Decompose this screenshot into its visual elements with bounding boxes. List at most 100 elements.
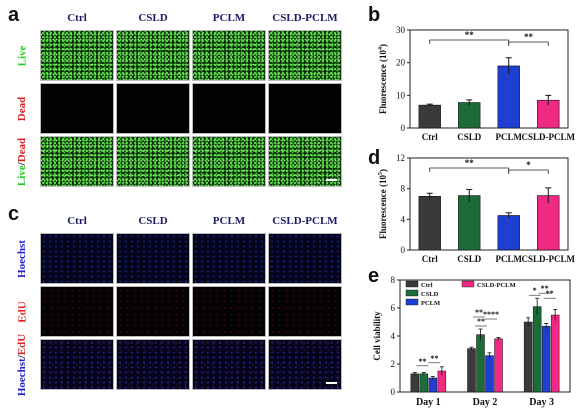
edu-row-label: Hoechst bbox=[16, 240, 28, 278]
edu-row-label: Hoechst/EdU bbox=[16, 333, 28, 395]
edu-row-label: EdU bbox=[16, 301, 28, 322]
bar bbox=[537, 195, 560, 251]
legend-label: CSLD-PCLM bbox=[477, 282, 516, 289]
edu-micrograph bbox=[192, 339, 266, 390]
bar bbox=[410, 373, 420, 393]
y-tick-label: 12 bbox=[396, 153, 405, 163]
bar bbox=[418, 196, 441, 251]
significance-label: ** bbox=[546, 289, 554, 298]
significance-label: **** bbox=[483, 310, 499, 319]
bar bbox=[458, 102, 481, 129]
live-dead-micrograph bbox=[192, 30, 266, 81]
live-dead-micrograph bbox=[116, 136, 190, 187]
edu-micrograph bbox=[40, 286, 114, 337]
significance-label: ** bbox=[475, 308, 483, 317]
panel-label-e: e bbox=[368, 265, 380, 287]
y-axis-label: Fluorescence (105) bbox=[378, 169, 388, 239]
bar bbox=[541, 325, 551, 393]
chart-b-fluorescence: 0 10 20 30 Ctrl CSLD PCLM CSLD-PCLM ** ** Fluoresc… bbox=[378, 25, 576, 142]
bar bbox=[418, 104, 441, 129]
significance-label: ** bbox=[524, 32, 534, 42]
edu-column-header: PCLM bbox=[212, 215, 246, 227]
edu-micrograph bbox=[40, 233, 114, 284]
significance-label: ** bbox=[465, 30, 475, 40]
x-tick-label: CSLD-PCLM bbox=[522, 132, 576, 142]
panel-label-a: a bbox=[8, 4, 20, 26]
edu-micrograph bbox=[116, 233, 190, 284]
row-label-part: Dead bbox=[16, 137, 29, 162]
x-tick-label: Day 2 bbox=[473, 397, 498, 408]
live-dead-micrograph bbox=[268, 83, 342, 134]
x-tick-label: CSLD-PCLM bbox=[522, 254, 576, 264]
edu-micrograph bbox=[268, 286, 342, 337]
significance-label: * bbox=[526, 160, 531, 170]
live-dead-column-header: Ctrl bbox=[67, 12, 87, 24]
y-tick-label: 0 bbox=[391, 387, 396, 397]
live-dead-row-label: Live/Dead bbox=[16, 137, 28, 185]
x-tick-label: Ctrl bbox=[422, 132, 438, 142]
live-dead-micrograph bbox=[40, 136, 114, 187]
bar bbox=[485, 355, 494, 393]
x-tick-label: Ctrl bbox=[422, 254, 438, 264]
live-dead-micrograph bbox=[40, 83, 114, 134]
x-tick-label: Day 1 bbox=[416, 397, 441, 408]
y-tick-label: 0 bbox=[401, 123, 406, 133]
plot-frame bbox=[409, 29, 569, 129]
y-tick-label: 8 bbox=[401, 184, 406, 194]
significance-label: ** bbox=[541, 284, 549, 293]
bar bbox=[497, 65, 520, 129]
y-tick-label: 4 bbox=[391, 331, 396, 341]
significance-label: ** bbox=[430, 354, 438, 363]
y-tick-label: 2 bbox=[391, 359, 396, 369]
y-axis-label: Cell viability bbox=[372, 311, 382, 361]
live-dead-micrograph bbox=[192, 83, 266, 134]
row-label-part: Hoechst bbox=[16, 357, 29, 396]
bar bbox=[550, 314, 560, 393]
legend-swatch bbox=[405, 289, 419, 297]
legend-swatch bbox=[461, 280, 475, 288]
y-tick-label: 0 bbox=[401, 245, 406, 255]
x-tick-label: PCLM bbox=[496, 254, 523, 264]
edu-micrograph bbox=[268, 233, 342, 284]
y-tick-label: 20 bbox=[396, 58, 406, 68]
live-dead-row-label: Live bbox=[16, 45, 28, 66]
edu-micrograph bbox=[116, 286, 190, 337]
row-label-part: Hoechst bbox=[15, 239, 28, 278]
y-tick-label: 30 bbox=[396, 25, 406, 35]
live-dead-column-header: CSLD-PCLM bbox=[272, 12, 338, 24]
scale-bar bbox=[326, 382, 337, 384]
live-dead-column-header: CSLD bbox=[138, 12, 168, 24]
legend-label: CSLD bbox=[421, 291, 439, 298]
row-label-part: Dead bbox=[16, 96, 29, 121]
edu-micrograph bbox=[40, 339, 114, 390]
legend-label: PCLM bbox=[421, 300, 440, 307]
significance-label: ** bbox=[418, 357, 426, 366]
bar bbox=[419, 373, 429, 393]
live-dead-micrograph bbox=[116, 83, 190, 134]
x-tick-label: Day 3 bbox=[529, 397, 554, 408]
row-label-part: Live bbox=[16, 164, 29, 186]
live-dead-column-header: PCLM bbox=[212, 12, 246, 24]
bar bbox=[476, 334, 485, 393]
edu-micrograph bbox=[116, 339, 190, 390]
bar bbox=[428, 377, 438, 393]
legend-label: Ctrl bbox=[421, 282, 433, 289]
bar bbox=[458, 195, 481, 251]
y-tick-label: 8 bbox=[391, 275, 396, 285]
bar bbox=[532, 306, 542, 393]
edu-micrograph bbox=[268, 339, 342, 390]
legend-swatch bbox=[405, 298, 419, 306]
live-dead-micrograph bbox=[268, 30, 342, 81]
panel-label-b: b bbox=[368, 4, 381, 26]
scale-bar bbox=[326, 179, 337, 181]
panel-label-c: c bbox=[8, 203, 20, 225]
x-tick-label: CSLD bbox=[457, 254, 482, 264]
significance-label: ** bbox=[477, 317, 485, 326]
bar bbox=[497, 215, 520, 251]
x-tick-label: PCLM bbox=[496, 132, 523, 142]
y-axis-label: Fluorescence (104) bbox=[378, 44, 388, 114]
row-label-part: EdU bbox=[16, 333, 29, 355]
edu-column-header: Ctrl bbox=[67, 215, 87, 227]
